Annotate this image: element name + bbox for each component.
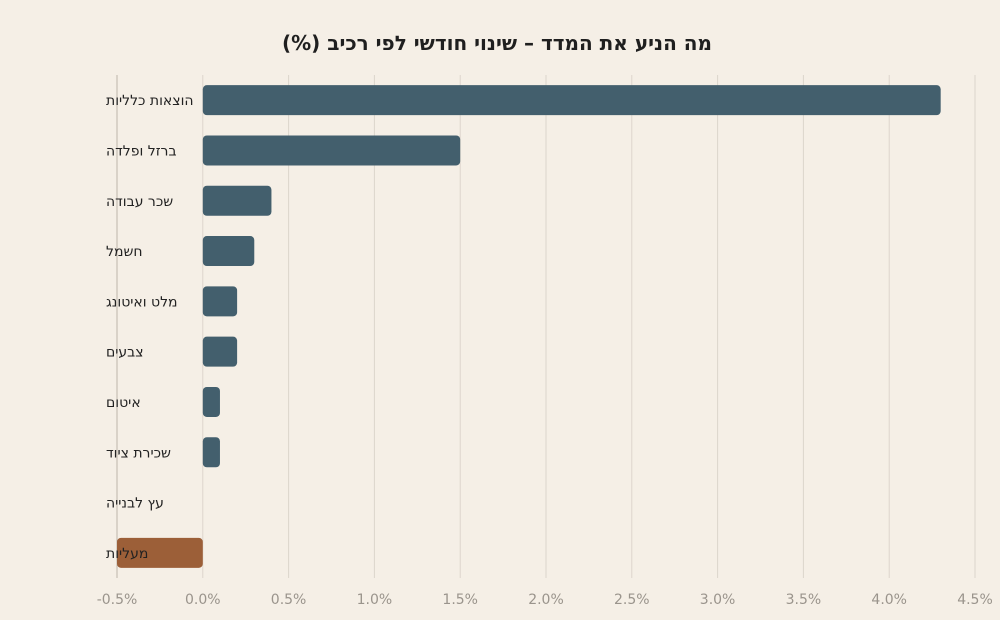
bar bbox=[202, 336, 238, 367]
x-tick-label: 1.0% bbox=[357, 592, 393, 608]
bar bbox=[202, 185, 272, 216]
bar bbox=[202, 386, 220, 417]
x-tick-label: 3.0% bbox=[700, 592, 736, 608]
bar bbox=[202, 437, 220, 468]
category-label: מעליות bbox=[106, 546, 148, 562]
x-tick-label: 0.5% bbox=[271, 592, 307, 608]
bars-layer bbox=[117, 85, 941, 568]
x-tick-label: 2.0% bbox=[528, 592, 564, 608]
x-tick-label: 3.5% bbox=[786, 592, 822, 608]
category-label: שכירת ציוד bbox=[106, 445, 171, 461]
chart-title: מה הניע את המדד – שינוי חודשי לפי רכיב (… bbox=[282, 31, 712, 55]
category-labels: הוצאות כלליות ברזל ופלדה שכר עבודה חשמל מלט … bbox=[106, 93, 194, 562]
x-tick-label: 2.5% bbox=[614, 592, 650, 608]
category-label: עץ לבנייה bbox=[106, 496, 164, 512]
x-tick-label: -0.5% bbox=[97, 592, 138, 608]
category-label: מלט ואיטונג bbox=[106, 294, 178, 310]
bar bbox=[202, 286, 238, 317]
category-label: חשמל bbox=[106, 244, 143, 260]
bar bbox=[202, 85, 941, 116]
x-tick-label: 4.5% bbox=[957, 592, 993, 608]
x-tick-label: 1.5% bbox=[442, 592, 478, 608]
category-label: צבעים bbox=[106, 345, 144, 361]
category-label: איטום bbox=[106, 395, 141, 411]
category-label: שכר עבודה bbox=[106, 194, 173, 210]
tick-labels: -0.5% 0.0% 0.5% 1.0% 1.5% 2.0% 2.5% 3.0% 3.5% 4.0… bbox=[97, 592, 993, 608]
category-label: ברזל ופלדה bbox=[106, 143, 177, 159]
bar bbox=[117, 537, 203, 568]
bar bbox=[202, 135, 461, 166]
bar bbox=[202, 236, 255, 267]
x-tick-label: 4.0% bbox=[871, 592, 907, 608]
category-label: הוצאות כלליות bbox=[106, 93, 194, 109]
x-tick-label: 0.0% bbox=[185, 592, 221, 608]
